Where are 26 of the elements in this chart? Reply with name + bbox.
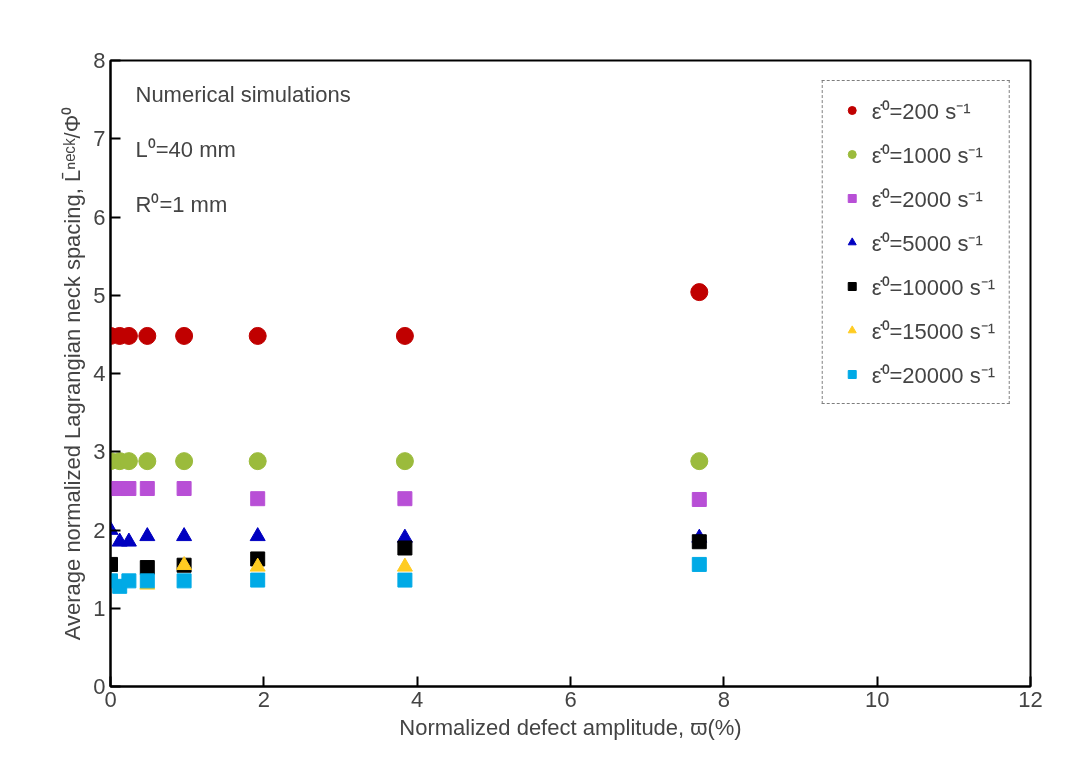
legend-label: ε̇⁰=5000 s⁻¹ [871,230,983,257]
legend-label: ε̇⁰=200 s⁻¹ [871,98,971,125]
x-tick-label: 8 [717,686,730,712]
x-tick-label: 12 [1018,686,1043,712]
y-tick-label: 1 [93,595,106,621]
y-tick-label: 2 [93,517,106,543]
y-tick-label: 6 [93,204,106,230]
annotation: R⁰=1 mm [135,191,228,217]
annotation: L⁰=40 mm [135,136,236,162]
legend-label: ε̇⁰=10000 s⁻¹ [871,274,995,301]
y-tick-label: 8 [93,48,106,73]
y-axis-title: Average normalized Lagrangian neck spacing, L̄ⁿᵉᶜᵏ/Φ⁰ [60,106,86,641]
y-tick-label: 4 [93,361,106,386]
y-tick-label: 7 [93,126,106,152]
legend-label: ε̇⁰=2000 s⁻¹ [871,186,983,213]
x-axis-title: Normalized defect amplitude, ϖ(%) [399,714,742,740]
x-tick-label: 2 [257,686,270,712]
y-tick-label: 3 [93,439,106,465]
annotation: Numerical simulations [135,81,351,107]
x-tick-label: 4 [411,686,424,712]
x-tick-label: 10 [864,686,890,712]
legend-label: ε̇⁰=15000 s⁻¹ [871,318,995,345]
y-tick-label: 5 [93,282,106,308]
x-tick-label: 6 [564,686,577,712]
legend-label: ε̇⁰=20000 s⁻¹ [871,362,995,389]
legend-label: ε̇⁰=1000 s⁻¹ [871,142,983,169]
